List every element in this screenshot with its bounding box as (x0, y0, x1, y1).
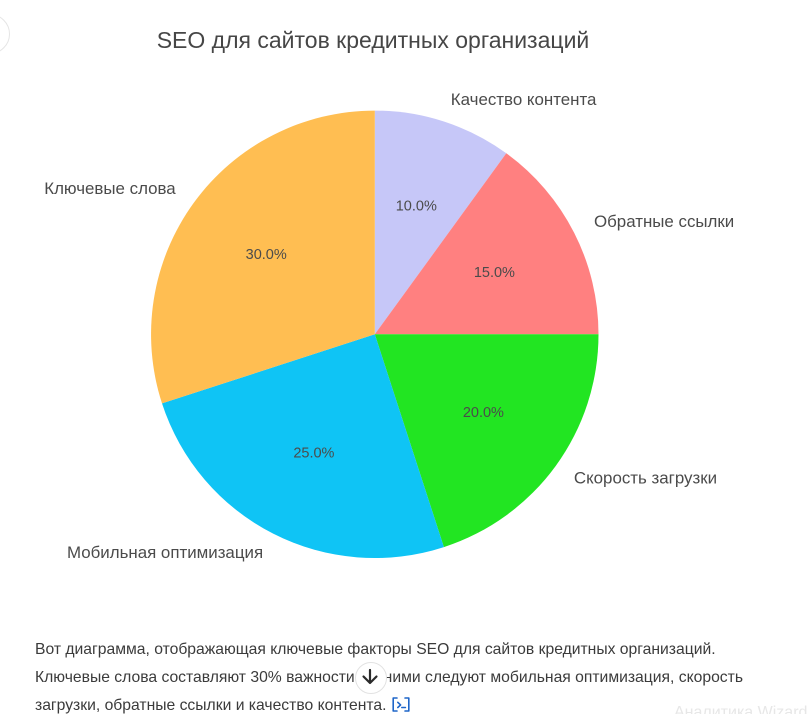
svg-text:30.0%: 30.0% (246, 247, 287, 263)
svg-text:Мобильная оптимизация: Мобильная оптимизация (67, 543, 263, 562)
svg-text:Скорость загрузки: Скорость загрузки (574, 468, 717, 487)
svg-text:25.0%: 25.0% (293, 446, 334, 462)
svg-text:Ключевые слова: Ключевые слова (44, 179, 176, 198)
svg-text:15.0%: 15.0% (474, 265, 515, 281)
svg-text:Обратные ссылки: Обратные ссылки (594, 212, 734, 231)
svg-text:Качество контента: Качество контента (451, 90, 597, 109)
svg-text:20.0%: 20.0% (463, 405, 504, 421)
svg-text:10.0%: 10.0% (396, 198, 437, 214)
